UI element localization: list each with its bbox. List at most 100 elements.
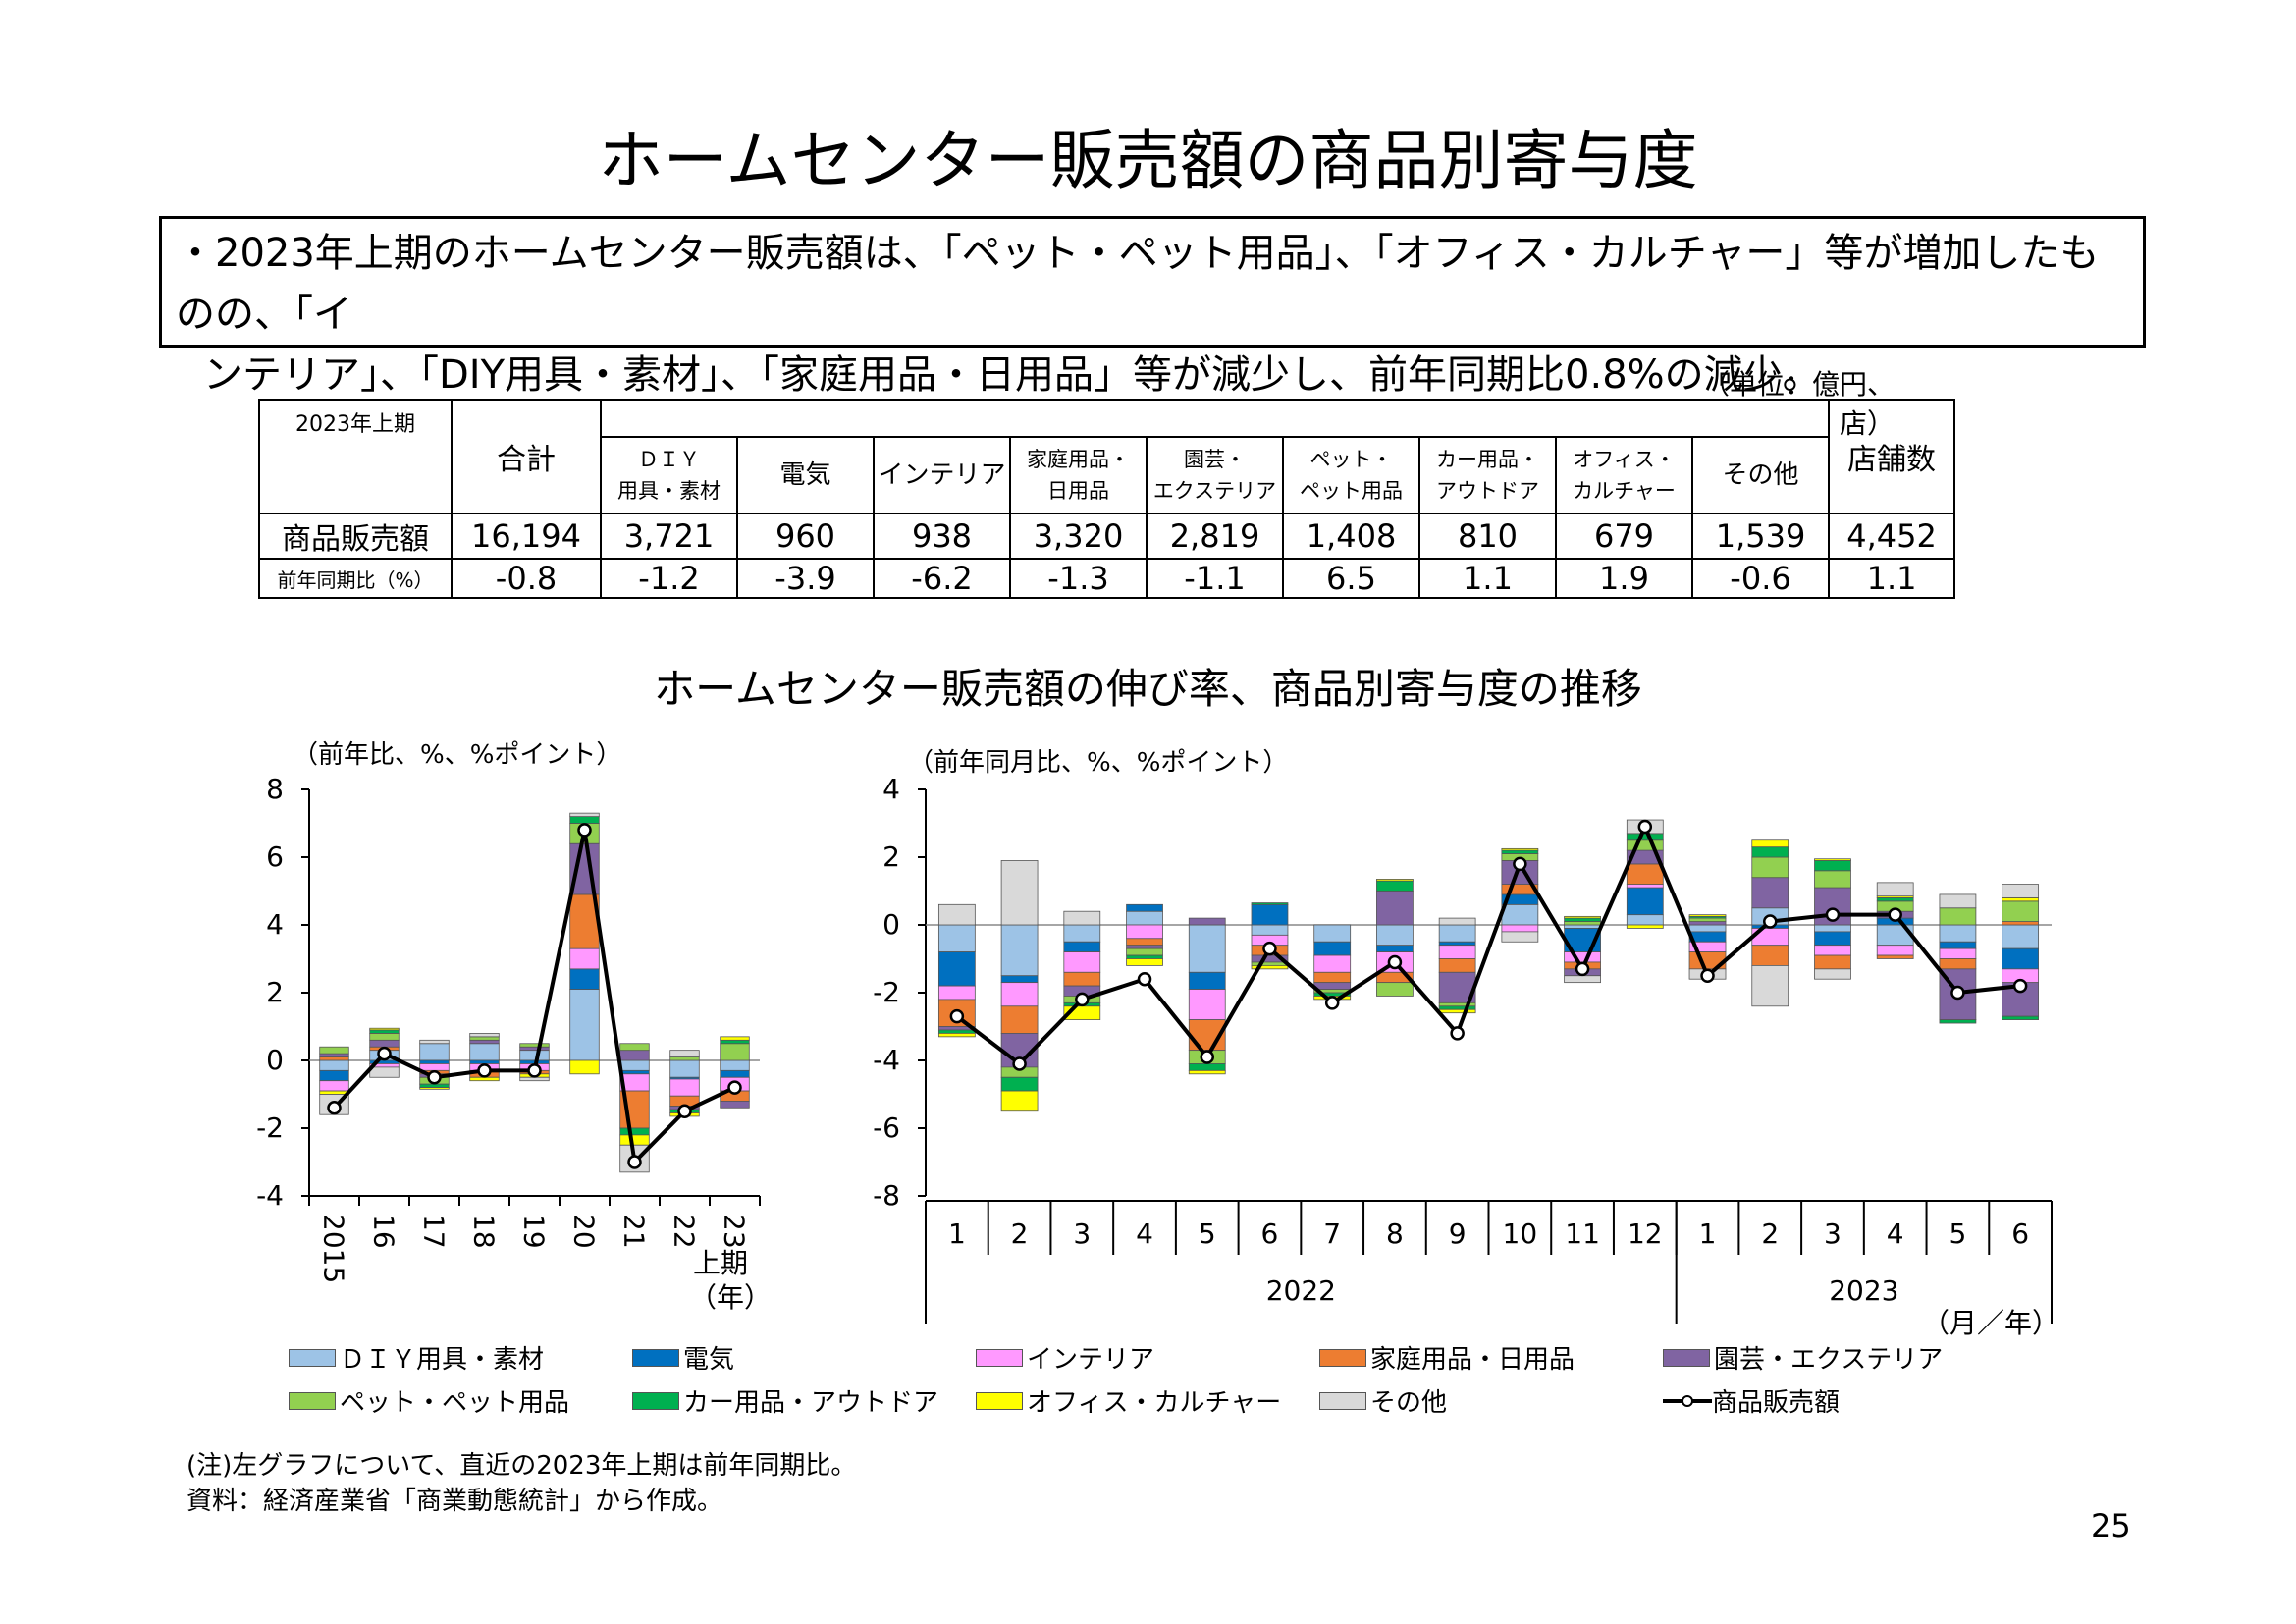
y-tick-label: 6 [266,840,284,873]
legend-label: インテリア [1027,1345,1155,1375]
bar-segment [1939,1019,1977,1024]
bar-segment [1376,924,1414,947]
bar-segment [1626,884,1664,889]
x-tick-label: 1 [1699,1218,1717,1250]
bar-segment [1564,915,1601,919]
bar-segment [1438,958,1476,973]
bar-segment [319,1056,349,1061]
category-header: 園芸・ エクステリア [1146,436,1284,514]
category-header: オフィス・ カルチャー [1555,436,1693,514]
bar-segment [2002,947,2040,970]
bar-segment [619,1059,650,1071]
bar-segment [419,1039,450,1045]
x-tick-label: 3 [1073,1218,1091,1250]
x-tick-label: 6 [2011,1218,2029,1250]
bar-segment [1000,924,1039,977]
bar-segment [1814,931,1851,947]
bar-segment [720,1101,750,1109]
cell-value: 1,539 [1690,513,1831,560]
cell-value: 2,819 [1146,513,1284,560]
x-tick-label: 16 [368,1214,400,1249]
x-tick-label: 1 [948,1218,966,1250]
sales-point [949,1008,965,1024]
sales-point [1387,954,1403,970]
bar-segment [1751,877,1789,909]
bar-segment [1000,1005,1039,1034]
bar-segment [1000,1090,1039,1112]
bar-segment [1063,910,1101,926]
page-title: ホームセンター販売額の商品別寄与度 [598,123,1698,198]
x-tick-label: 2 [1761,1218,1779,1250]
bar-segment [519,1043,550,1048]
legend-swatch [289,1348,336,1367]
note-1: (注)左グラフについて、直近の2023年上期は前年同期比。 [187,1451,857,1481]
legend-swatch [976,1348,1023,1367]
bar-segment [1939,893,1977,909]
sales-point [1763,914,1778,929]
legend-item: ＤＩＹ用具・素材 [289,1339,544,1376]
x-tick-label: 5 [1199,1218,1216,1250]
bar-segment [1688,914,1727,917]
legend-item: 園芸・エクステリア [1663,1339,1943,1376]
bar-segment [1564,924,1601,929]
x-tick-label: 7 [1323,1218,1341,1250]
bar-segment [669,1059,700,1078]
sales-point [1262,941,1277,956]
legend: ＤＩＹ用具・素材 電気 インテリア 家庭用品・日用品 園芸・エクステリアペット・ペット用… [289,1339,2154,1437]
cell-value: -1.1 [1146,558,1284,599]
x-tick-label: 6 [1261,1218,1279,1250]
cell-value: -6.2 [873,558,1011,599]
bar-segment [369,1039,400,1048]
bar-segment [1751,945,1789,966]
right-x-unit: （月／年） [1922,1307,2060,1339]
legend-item: 家庭用品・日用品 [1319,1339,1575,1376]
bar-segment [720,1043,750,1061]
bar-segment [720,1059,750,1071]
legend-swatch [976,1391,1023,1410]
x-tick-label: 20 [568,1214,601,1249]
bar-segment [669,1050,700,1057]
bar-segment [720,1036,750,1041]
legend-label: ペット・ペット用品 [340,1388,570,1418]
bar-segment [2002,900,2040,922]
bar-segment [1376,982,1414,997]
bar-segment [1313,971,1352,984]
bar-segment [1438,945,1476,959]
legend-item: インテリア [976,1339,1154,1376]
category-header: ＤＩＹ 用具・素材 [600,436,738,514]
bar-segment [937,903,976,926]
cell-total: 16,194 [451,513,602,560]
cell-value: 3,320 [1009,513,1148,560]
left-x-unit-year: （年） [689,1281,773,1314]
legend-item: 電気 [632,1339,734,1376]
category-header: 家庭用品・ 日用品 [1009,436,1148,514]
cell-stores: 4,452 [1828,513,1956,560]
legend-swatch [1663,1348,1710,1367]
bar-segment [419,1087,450,1090]
x-tick-label: 9 [1449,1218,1467,1250]
bar-segment [937,985,976,1001]
bar-segment [1438,1008,1476,1014]
bar-segment [1313,982,1352,990]
bar-segment [569,989,600,1061]
cell-value: -3.9 [736,558,875,599]
x-tick-label: 21 [618,1214,651,1249]
bar-segment [1626,924,1664,929]
legend-item: カー用品・アウトドア [632,1382,938,1419]
bar-segment [1688,931,1727,943]
bar-segment [1564,921,1601,926]
bar-segment [369,1029,400,1034]
sales-point [627,1155,642,1169]
legend-swatch [289,1391,336,1410]
sales-point [377,1046,392,1061]
sales-point [1700,968,1715,983]
bar-segment [1751,856,1789,879]
bar-segment [1188,917,1226,926]
bar-segment [319,1046,349,1055]
bar-segment [1814,954,1851,970]
cell-value: 1.9 [1555,558,1693,599]
bar-segment [1564,917,1601,922]
bar-segment [1000,860,1039,926]
bar-segment [1939,907,1977,926]
bar-segment [1251,965,1289,970]
